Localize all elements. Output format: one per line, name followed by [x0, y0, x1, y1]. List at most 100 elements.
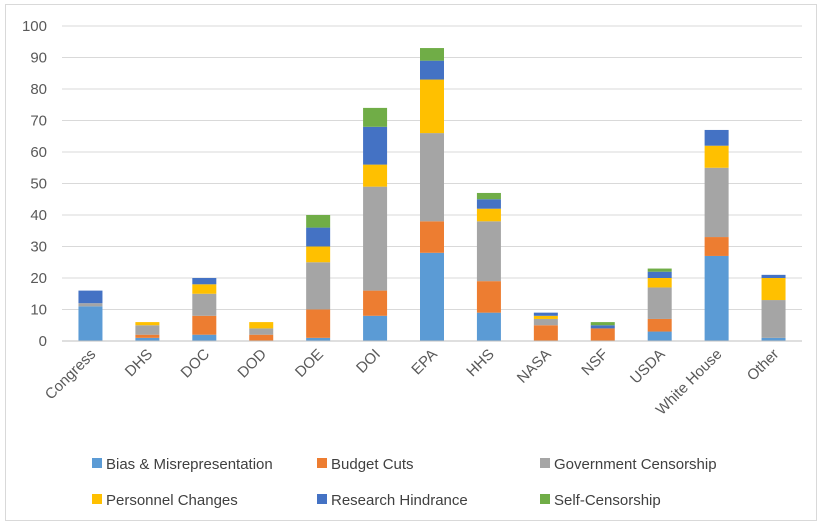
bar-segment: [135, 334, 160, 338]
bar-segment: [420, 48, 444, 61]
legend-swatch: [317, 494, 327, 504]
y-tick-label: 80: [30, 81, 47, 98]
legend-item: Government Censorship: [540, 456, 717, 473]
y-tick-label: 100: [22, 18, 47, 35]
y-tick-label: 60: [30, 144, 47, 161]
legend-swatch: [92, 458, 102, 468]
legend-swatch: [540, 494, 550, 504]
bar-segment: [249, 322, 274, 329]
bar-segment: [647, 331, 672, 341]
legend-label: Self-Censorship: [554, 492, 661, 509]
bar-segment: [533, 325, 558, 341]
bar-segment: [135, 322, 160, 326]
x-axis-ticks: Congress DHS DOC DOD DOE DOI EPA HHS NASA NSF USDA…: [42, 346, 782, 419]
bar-segment: [704, 237, 729, 256]
legend-swatch: [317, 458, 327, 468]
bar-segment: [249, 334, 274, 341]
bar-segment: [363, 315, 388, 341]
y-tick-label: 40: [30, 207, 47, 224]
legend-label: Government Censorship: [554, 456, 717, 473]
y-tick-label: 10: [30, 302, 47, 319]
bar-segment: [761, 274, 786, 278]
bar-segment: [306, 337, 331, 341]
x-tick-label: Other: [744, 346, 783, 385]
x-tick-label: DHS: [122, 346, 156, 380]
chart-frame: [5, 4, 817, 521]
bar-segment: [192, 284, 217, 294]
bar-segment: [476, 312, 501, 341]
legend-item: Budget Cuts: [317, 456, 414, 473]
bar-segment: [420, 221, 444, 253]
legend-label: Bias & Misrepresentation: [106, 456, 273, 473]
legend-label: Research Hindrance: [331, 492, 468, 509]
bar-segment: [306, 309, 331, 338]
x-tick-label: EPA: [408, 346, 440, 378]
x-tick-label: DOI: [353, 346, 384, 377]
x-tick-label: DOE: [292, 346, 327, 381]
x-tick-label: DOD: [234, 346, 270, 382]
legend-swatch: [540, 458, 550, 468]
bar-segment: [647, 271, 672, 278]
y-tick-label: 0: [39, 333, 47, 350]
bar-segment: [306, 215, 331, 228]
bar-segment: [363, 107, 388, 127]
legend-item: Bias & Misrepresentation: [92, 456, 273, 473]
bar-segment: [590, 328, 615, 341]
bar-segment: [363, 290, 388, 316]
bar-segment: [647, 268, 672, 272]
bar-segment: [192, 315, 217, 335]
bar-segment: [192, 334, 217, 341]
bar-segment: [590, 325, 615, 329]
legend-item: Self-Censorship: [540, 492, 661, 509]
legend-label: Budget Cuts: [331, 456, 414, 473]
bar-segment: [420, 60, 444, 80]
y-tick-label: 90: [30, 50, 47, 67]
y-tick-label: 20: [30, 270, 47, 287]
bar-segment: [363, 164, 388, 187]
x-tick-label: HHS: [463, 346, 497, 380]
bar-segment: [78, 303, 103, 307]
bar-segment: [78, 306, 103, 341]
bar-segment: [476, 192, 501, 200]
bar-segment: [647, 287, 672, 319]
bar-segment: [192, 278, 217, 285]
bars: [78, 48, 786, 341]
x-tick-label: USDA: [627, 346, 668, 387]
bar-segment: [78, 290, 103, 304]
bar-segment: [420, 252, 444, 341]
bar-segment: [476, 199, 501, 209]
x-tick-label: NSF: [578, 346, 611, 379]
x-tick-label: NASA: [514, 346, 555, 387]
bar-segment: [647, 278, 672, 288]
bar-segment: [420, 133, 444, 222]
bar-segment: [306, 227, 331, 247]
legend-item: Research Hindrance: [317, 492, 468, 509]
x-tick-label: Congress: [42, 346, 99, 403]
legend: Bias & Misrepresentation Budget Cuts Gover…: [92, 456, 717, 509]
bar-segment: [761, 300, 786, 338]
bar-segment: [306, 262, 331, 310]
legend-swatch: [92, 494, 102, 504]
x-tick-label: DOC: [178, 346, 214, 382]
bar-segment: [704, 255, 729, 341]
y-tick-label: 50: [30, 176, 47, 193]
bar-segment: [704, 167, 729, 238]
bar-segment: [363, 126, 388, 165]
bar-segment: [306, 246, 331, 263]
bar-segment: [249, 328, 274, 335]
bar-segment: [476, 221, 501, 282]
y-tick-label: 70: [30, 113, 47, 130]
bar-segment: [363, 186, 388, 291]
legend-item: Personnel Changes: [92, 492, 238, 509]
legend-label: Personnel Changes: [106, 492, 238, 509]
bar-segment: [647, 318, 672, 332]
y-axis-ticks: 0 10 20 30 40 50 60 70 80 90 100: [22, 18, 47, 350]
bar-segment: [476, 208, 501, 222]
y-tick-label: 30: [30, 239, 47, 256]
bar-segment: [533, 315, 558, 319]
bar-segment: [135, 337, 160, 341]
bar-segment: [761, 278, 786, 301]
bar-segment: [533, 312, 558, 316]
bar-segment: [420, 79, 444, 134]
